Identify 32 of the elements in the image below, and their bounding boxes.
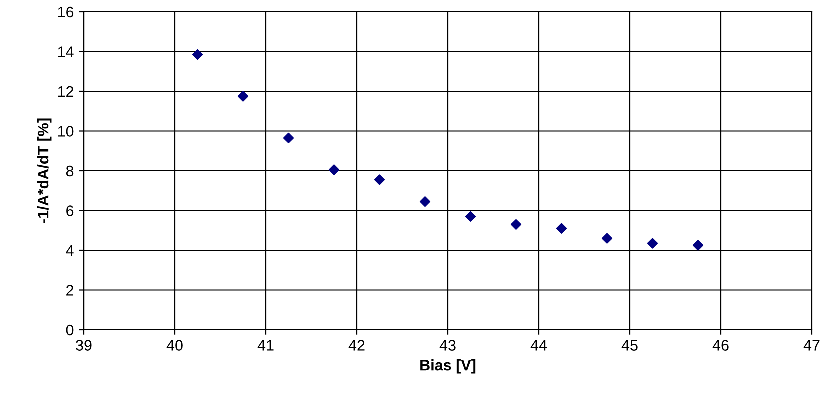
x-axis-title: Bias [V] (420, 360, 476, 374)
x-tick-label: 46 (712, 340, 729, 351)
point (374, 174, 386, 186)
point (192, 49, 204, 60)
y-tick-label: 6 (66, 206, 74, 216)
x-tick-label: 47 (804, 340, 820, 351)
x-tick-label: 39 (76, 340, 92, 351)
y-tick-label: 10 (58, 126, 74, 137)
y-tick-label: 0 (66, 324, 74, 336)
point (692, 240, 704, 251)
point (465, 211, 476, 222)
y-axis-title: -1/A*dA/dT [%] (37, 118, 52, 224)
x-tick-label: 42 (348, 340, 365, 351)
y-tick-label: 4 (66, 246, 74, 256)
point (238, 91, 249, 102)
y-tick-label: 2 (66, 285, 74, 296)
point (647, 238, 658, 249)
x-tick-label: 40 (166, 340, 183, 351)
point (602, 233, 613, 244)
x-tick-label: 45 (622, 340, 638, 351)
point (328, 164, 340, 176)
point (556, 223, 568, 234)
y-tick-label: 12 (58, 86, 74, 98)
y-tick-label: 8 (66, 166, 74, 177)
y-tick-label: 14 (58, 46, 74, 58)
point (283, 132, 294, 144)
point (510, 219, 522, 230)
x-tick-label: 43 (440, 340, 456, 351)
point (420, 196, 431, 208)
y-tick-label: 16 (58, 6, 74, 18)
x-tick-label: 44 (530, 340, 548, 351)
x-tick-label: 41 (258, 340, 274, 351)
